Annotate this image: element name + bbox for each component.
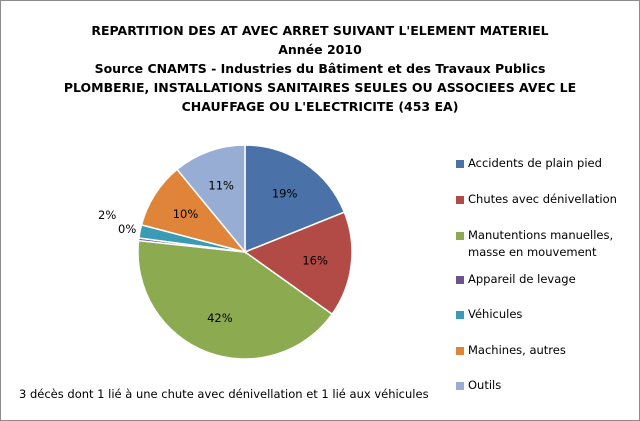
pie-slice-outils: [175, 144, 246, 255]
title-line-3: Source CNAMTS - Industries du Bâtiment e…: [94, 61, 546, 76]
pie-label-machines-autres: 10%: [173, 207, 199, 221]
pie-label-appareil-levage: 0%: [118, 222, 136, 236]
legend-label-chutes-denivellation: Chutes avec dénivellation: [468, 192, 617, 206]
pie-slice-plain-pied: [244, 144, 346, 254]
title-line-1: REPARTITION DES AT AVEC ARRET SUIVANT L'…: [91, 23, 549, 38]
title-line-2: Année 2010: [278, 42, 362, 57]
legend-label-machines-autres: Machines, autres: [468, 343, 566, 357]
pie-label-vehicules: 2%: [98, 208, 116, 222]
legend-swatch-outils: [456, 382, 464, 390]
pie-label-outils: 11%: [208, 179, 234, 193]
legend-swatch-appareil-levage: [456, 276, 464, 284]
legend-swatch-machines-autres: [456, 347, 464, 355]
pie-label-manutentions: 42%: [207, 311, 233, 325]
pie-label-chutes-denivellation: 16%: [302, 253, 328, 267]
legend-label-vehicules: Véhicules: [468, 307, 523, 321]
title-line-4: PLOMBERIE, INSTALLATIONS SANITAIRES SEUL…: [63, 80, 577, 95]
footnote: 3 décès dont 1 lié à une chute avec déni…: [19, 387, 429, 401]
chart-title: REPARTITION DES AT AVEC ARRET SUIVANT L'…: [0, 21, 640, 116]
legend-swatch-plain-pied: [456, 160, 464, 168]
pie-slice-manutentions: [137, 239, 334, 360]
legend-label-outils: Outils: [468, 378, 502, 392]
pie-slice-chutes-denivellation: [243, 211, 353, 316]
title-line-5: CHAUFFAGE OU L'ELECTRICITE (453 EA): [181, 99, 459, 114]
legend-label-plain-pied: Accidents de plain pied: [468, 156, 602, 170]
legend-label-manutentions: Manutentions manuelles, masse en mouveme…: [468, 228, 614, 259]
legend-swatch-manutentions: [456, 232, 464, 240]
pie-label-plain-pied: 19%: [272, 187, 298, 201]
legend-swatch-chutes-denivellation: [456, 196, 464, 204]
legend-swatch-vehicules: [456, 311, 464, 319]
legend-label-appareil-levage: Appareil de levage: [468, 272, 576, 286]
